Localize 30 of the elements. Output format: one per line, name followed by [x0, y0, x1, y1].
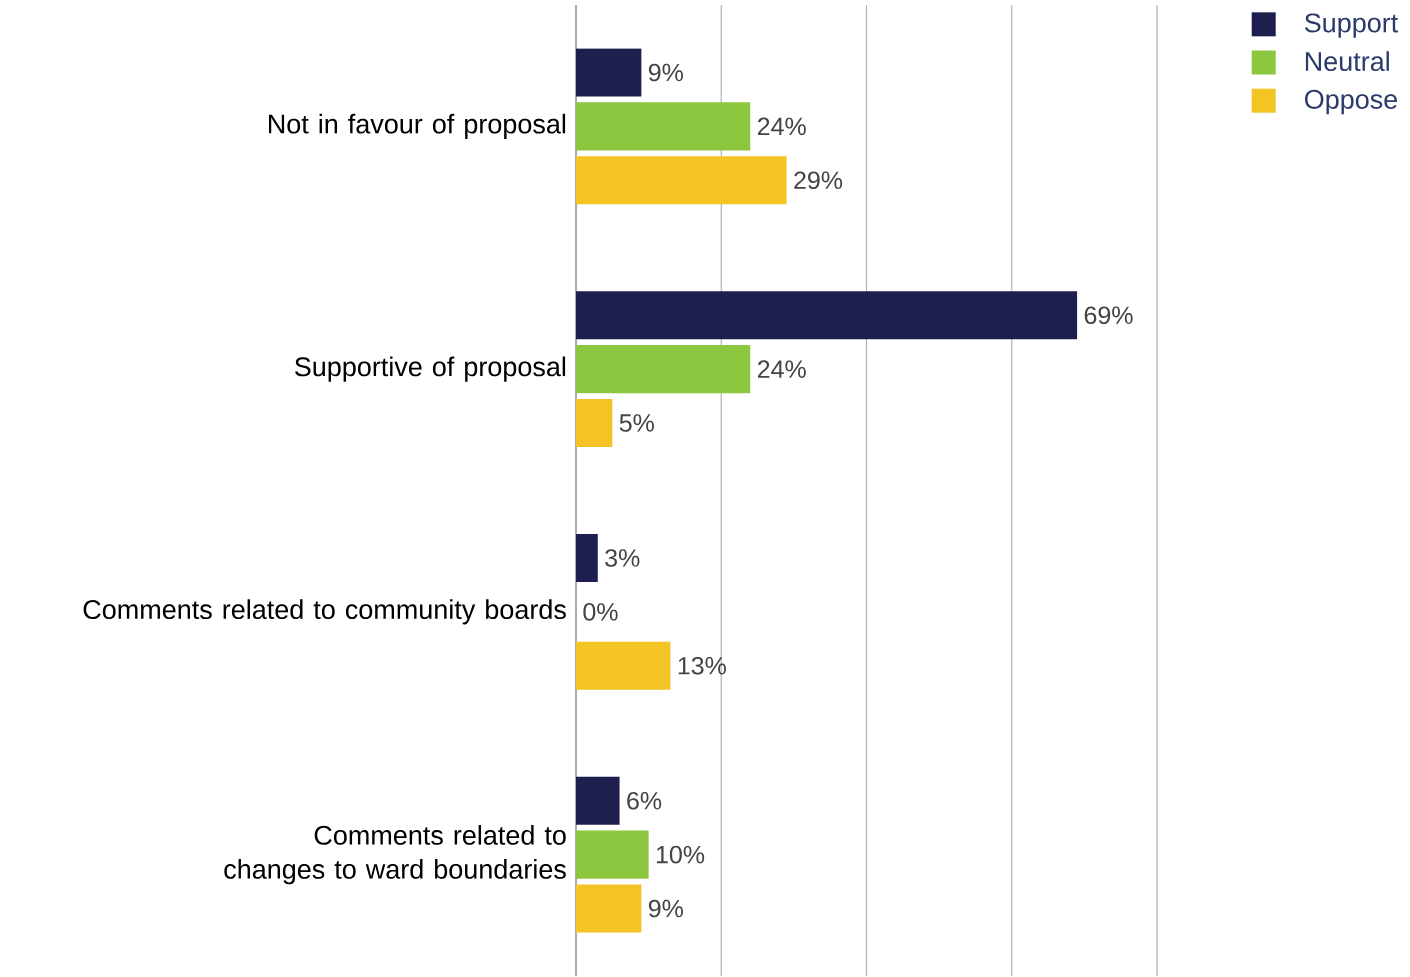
data-label: 5%	[619, 414, 654, 432]
legend-label: Neutral	[1305, 51, 1389, 72]
data-label: 13%	[678, 656, 726, 675]
bar	[576, 776, 620, 825]
bar	[576, 48, 642, 97]
data-label: 29%	[794, 171, 843, 190]
data-label: 9%	[648, 899, 683, 918]
data-label: 3%	[605, 549, 640, 567]
y-tick-label: Comments related to changes to ward boundaries	[224, 825, 566, 885]
bar	[576, 533, 598, 583]
bar	[576, 830, 649, 879]
legend-label: Oppose	[1304, 89, 1398, 115]
data-label: 24%	[757, 117, 806, 136]
y-tick-label: Not in favour of proposal	[269, 113, 566, 139]
bar	[576, 398, 613, 448]
data-label: 6%	[627, 791, 662, 810]
bar	[576, 345, 751, 394]
bar	[576, 102, 751, 151]
bar	[576, 291, 1078, 340]
data-label: 9%	[648, 63, 683, 82]
data-label: 24%	[757, 360, 806, 378]
y-tick-label: Comments related to community boards	[83, 599, 566, 625]
y-tick-label: Supportive of proposal	[294, 356, 566, 382]
bar	[576, 641, 671, 690]
data-label: 0%	[583, 603, 618, 621]
data-label: 10%	[656, 845, 705, 864]
data-label: 69%	[1084, 306, 1133, 325]
legend-label: Support	[1304, 13, 1399, 38]
bar	[576, 156, 787, 205]
bar	[576, 884, 642, 933]
